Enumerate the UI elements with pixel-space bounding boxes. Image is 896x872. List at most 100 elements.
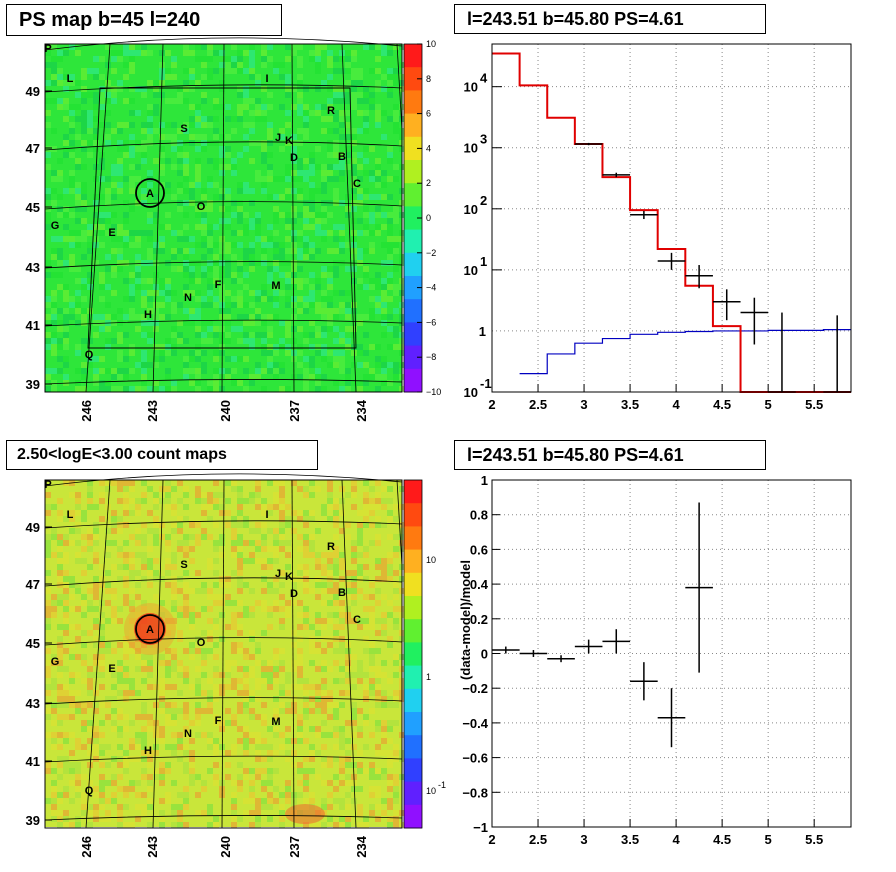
map-pixel	[369, 762, 375, 768]
map-pixel	[267, 678, 273, 684]
map-pixel	[339, 738, 345, 744]
map-pixel	[333, 600, 339, 606]
map-pixel	[195, 146, 201, 152]
map-pixel	[309, 534, 315, 540]
map-pixel	[297, 600, 303, 606]
map-pixel	[87, 152, 93, 158]
map-pixel	[279, 176, 285, 182]
map-pixel	[219, 80, 225, 86]
map-pixel	[375, 356, 381, 362]
map-pixel	[57, 792, 63, 798]
map-pixel	[333, 744, 339, 750]
map-pixel	[123, 212, 129, 218]
map-pixel	[207, 498, 213, 504]
map-pixel	[231, 816, 237, 822]
map-pixel	[387, 756, 393, 762]
map-pixel	[393, 44, 399, 50]
map-pixel	[165, 492, 171, 498]
map-pixel	[333, 86, 339, 92]
map-pixel	[159, 236, 165, 242]
map-pixel	[243, 314, 249, 320]
map-pixel	[273, 194, 279, 200]
map-pixel	[183, 266, 189, 272]
map-pixel	[207, 504, 213, 510]
map-pixel	[93, 320, 99, 326]
map-pixel	[171, 146, 177, 152]
map-pixel	[123, 332, 129, 338]
map-pixel	[63, 98, 69, 104]
map-pixel	[339, 368, 345, 374]
map-pixel	[369, 314, 375, 320]
map-pixel	[231, 552, 237, 558]
map-pixel	[231, 480, 237, 486]
map-pixel	[261, 630, 267, 636]
y-tick-label: 1	[479, 324, 486, 339]
map-pixel	[339, 510, 345, 516]
map-pixel	[225, 272, 231, 278]
colorbar-swatch	[404, 90, 422, 115]
map-pixel	[345, 570, 351, 576]
map-pixel	[141, 804, 147, 810]
map-pixel	[273, 708, 279, 714]
map-pixel	[237, 200, 243, 206]
map-pixel	[141, 738, 147, 744]
map-pixel	[195, 380, 201, 386]
map-pixel	[225, 338, 231, 344]
map-pixel	[333, 648, 339, 654]
map-pixel	[75, 134, 81, 140]
map-pixel	[111, 212, 117, 218]
map-pixel	[123, 122, 129, 128]
map-pixel	[345, 134, 351, 140]
map-pixel	[93, 356, 99, 362]
map-pixel	[297, 792, 303, 798]
map-pixel	[231, 516, 237, 522]
map-pixel	[207, 176, 213, 182]
map-pixel	[345, 326, 351, 332]
map-pixel	[57, 564, 63, 570]
map-pixel	[111, 164, 117, 170]
map-pixel	[321, 272, 327, 278]
map-pixel	[363, 576, 369, 582]
map-pixel	[291, 660, 297, 666]
map-pixel	[63, 314, 69, 320]
map-pixel	[243, 726, 249, 732]
map-pixel	[171, 720, 177, 726]
map-pixel	[105, 212, 111, 218]
map-pixel	[87, 534, 93, 540]
source-label-e: E	[108, 227, 115, 239]
map-pixel	[279, 624, 285, 630]
map-pixel	[81, 98, 87, 104]
map-pixel	[375, 630, 381, 636]
map-pixel	[93, 804, 99, 810]
map-pixel	[141, 230, 147, 236]
colorbar-label: 8	[426, 74, 431, 84]
map-pixel	[165, 684, 171, 690]
map-pixel	[309, 756, 315, 762]
map-pixel	[369, 648, 375, 654]
map-pixel	[249, 254, 255, 260]
map-pixel	[345, 756, 351, 762]
map-pixel	[261, 558, 267, 564]
map-pixel	[69, 606, 75, 612]
map-pixel	[75, 80, 81, 86]
map-pixel	[117, 726, 123, 732]
map-pixel	[123, 726, 129, 732]
map-pixel	[195, 774, 201, 780]
map-pixel	[69, 750, 75, 756]
map-pixel	[303, 786, 309, 792]
map-pixel	[393, 660, 399, 666]
colorbar-swatch	[404, 619, 422, 643]
map-pixel	[225, 672, 231, 678]
map-pixel	[99, 230, 105, 236]
map-pixel	[375, 302, 381, 308]
map-pixel	[393, 368, 399, 374]
map-pixel	[387, 278, 393, 284]
map-pixel	[105, 230, 111, 236]
latitude-line	[44, 637, 403, 646]
map-pixel	[153, 314, 159, 320]
map-pixel	[165, 74, 171, 80]
map-pixel	[75, 582, 81, 588]
map-pixel	[75, 498, 81, 504]
